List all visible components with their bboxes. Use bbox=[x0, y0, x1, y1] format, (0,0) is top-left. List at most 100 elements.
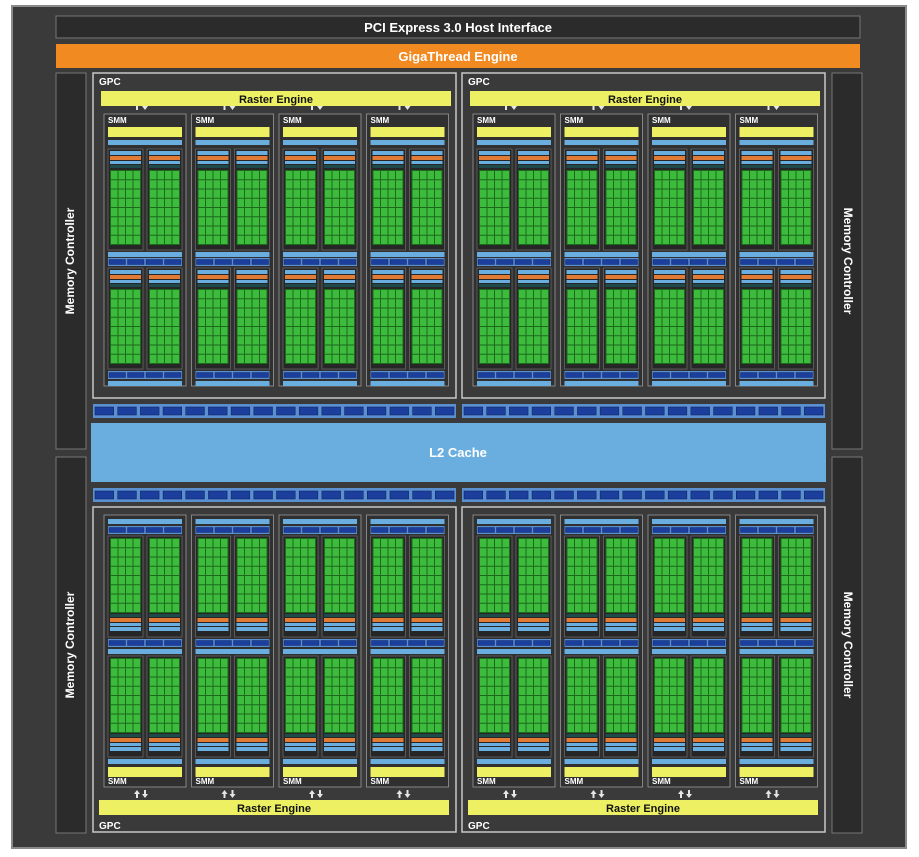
cuda-core bbox=[694, 659, 701, 668]
cuda-core bbox=[213, 723, 220, 732]
cuda-core bbox=[260, 290, 267, 299]
cuda-core bbox=[340, 308, 347, 317]
instruction-buffer bbox=[372, 627, 404, 631]
cuda-core bbox=[655, 714, 662, 723]
cuda-core bbox=[796, 217, 803, 226]
cuda-core bbox=[567, 594, 574, 603]
cuda-core bbox=[237, 668, 244, 677]
cuda-core bbox=[325, 235, 332, 244]
texture-unit bbox=[777, 640, 795, 646]
cuda-core bbox=[804, 705, 811, 714]
texture-unit-row bbox=[283, 639, 357, 647]
cuda-core bbox=[781, 299, 788, 308]
texture-unit-row bbox=[108, 371, 182, 379]
cuda-core bbox=[396, 686, 403, 695]
instruction-buffer bbox=[285, 627, 316, 631]
cuda-core bbox=[245, 189, 252, 198]
cuda-core bbox=[427, 576, 434, 585]
cuda-core bbox=[670, 235, 677, 244]
cuda-core bbox=[629, 235, 636, 244]
cuda-core bbox=[260, 668, 267, 677]
cuda-core bbox=[111, 576, 118, 585]
cuda-core bbox=[590, 677, 597, 686]
cuda-core bbox=[742, 714, 749, 723]
cuda-core bbox=[629, 686, 636, 695]
cuda-core bbox=[487, 677, 494, 686]
cuda-core bbox=[150, 557, 157, 566]
cuda-core bbox=[495, 189, 502, 198]
cuda-core bbox=[427, 217, 434, 226]
cuda-core bbox=[118, 659, 125, 668]
warp-scheduler bbox=[149, 275, 180, 279]
cuda-core bbox=[420, 539, 427, 548]
cuda-core bbox=[629, 576, 636, 585]
cuda-core bbox=[662, 345, 669, 354]
cuda-core bbox=[614, 686, 621, 695]
cuda-core bbox=[396, 668, 403, 677]
cuda-core bbox=[213, 668, 220, 677]
cuda-core bbox=[213, 317, 220, 326]
texture-unit-row bbox=[739, 258, 814, 266]
cuda-core bbox=[655, 208, 662, 217]
cuda-core bbox=[111, 585, 118, 594]
cuda-core bbox=[381, 576, 388, 585]
cuda-core bbox=[157, 594, 164, 603]
cuda-core bbox=[252, 603, 259, 612]
cuda-core bbox=[435, 668, 442, 677]
cuda-core bbox=[662, 299, 669, 308]
cuda-core bbox=[420, 208, 427, 217]
cuda-core bbox=[245, 696, 252, 705]
cuda-core bbox=[716, 668, 723, 677]
cuda-core bbox=[662, 317, 669, 326]
cuda-core bbox=[412, 299, 419, 308]
cuda-core bbox=[757, 235, 764, 244]
cuda-core bbox=[534, 208, 541, 217]
cuda-core bbox=[750, 594, 757, 603]
cuda-core bbox=[480, 696, 487, 705]
cuda-core bbox=[582, 539, 589, 548]
cuda-core bbox=[118, 714, 125, 723]
cuda-core bbox=[781, 308, 788, 317]
cuda-core bbox=[260, 576, 267, 585]
cuda-core bbox=[435, 208, 442, 217]
cuda-core bbox=[495, 668, 502, 677]
cuda-core-grid bbox=[285, 289, 316, 364]
texture-unit bbox=[533, 259, 551, 265]
cuda-core bbox=[582, 217, 589, 226]
cuda-core bbox=[213, 677, 220, 686]
cuda-core bbox=[590, 714, 597, 723]
cuda-core bbox=[133, 180, 140, 189]
cuda-core bbox=[301, 585, 308, 594]
texture-unit bbox=[127, 527, 145, 533]
instruction-cache bbox=[652, 140, 726, 145]
warp-scheduler bbox=[605, 275, 637, 279]
l1-texture-cache bbox=[108, 519, 182, 524]
cuda-core bbox=[781, 208, 788, 217]
cuda-core bbox=[716, 198, 723, 207]
cuda-core bbox=[757, 180, 764, 189]
cuda-core bbox=[502, 594, 509, 603]
cuda-core bbox=[165, 557, 172, 566]
polymorph-engine bbox=[195, 127, 270, 137]
cuda-core bbox=[575, 705, 582, 714]
cuda-core bbox=[427, 668, 434, 677]
cuda-core bbox=[420, 217, 427, 226]
gpc-frame-top-right bbox=[461, 72, 826, 399]
smm-processing-block bbox=[370, 535, 406, 638]
warp-scheduler bbox=[197, 275, 229, 279]
cuda-core bbox=[781, 217, 788, 226]
cuda-core bbox=[765, 189, 772, 198]
warp-scheduler bbox=[149, 618, 180, 622]
instruction-buffer bbox=[197, 747, 229, 751]
smm-processing-block bbox=[476, 148, 513, 251]
cuda-core bbox=[435, 198, 442, 207]
cuda-core bbox=[340, 603, 347, 612]
instruction-buffer bbox=[149, 627, 180, 631]
cuda-core bbox=[420, 566, 427, 575]
cuda-core bbox=[252, 235, 259, 244]
shared-memory bbox=[477, 252, 551, 257]
cuda-core bbox=[388, 585, 395, 594]
cuda-core bbox=[567, 705, 574, 714]
cuda-core bbox=[340, 585, 347, 594]
cuda-core bbox=[237, 180, 244, 189]
